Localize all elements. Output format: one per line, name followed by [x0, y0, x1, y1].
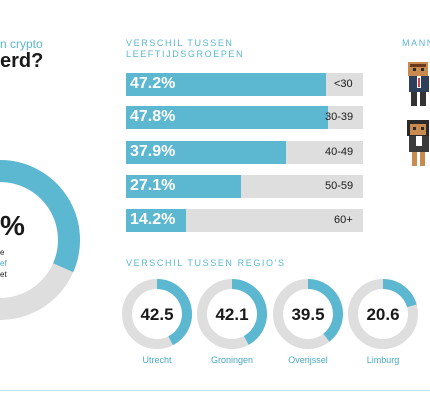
age-bar-category: 50-59	[325, 180, 354, 192]
region-gauge: 42.5 Utrecht	[122, 279, 192, 365]
age-bar-category: 40-49	[325, 146, 354, 158]
age-section-title-line-1: VERSCHIL TUSSEN	[126, 38, 234, 48]
region-gauge-value: 20.6	[366, 305, 399, 324]
main-donut-value: %	[0, 210, 25, 241]
main-donut-chart	[0, 160, 80, 320]
age-bar-value: 47.8%	[130, 108, 176, 125]
age-bar	[126, 73, 326, 96]
question-title: erd?	[0, 50, 44, 72]
region-gauge-arc	[307, 279, 343, 342]
bottom-divider	[0, 390, 430, 391]
age-bar	[126, 106, 328, 129]
region-gauge: 39.5 Overijssel	[273, 279, 343, 365]
woman-figure-icon	[407, 120, 429, 166]
region-gauge-arc	[156, 279, 192, 346]
region-gauge-value: 39.5	[291, 305, 324, 324]
region-gauge-label: Groningen	[211, 355, 253, 365]
age-bar-value: 47.2%	[130, 75, 176, 92]
region-section-title: VERSCHIL TUSSEN REGIO'S	[126, 258, 286, 268]
age-bar-row: 37.9% 40-49	[126, 141, 363, 164]
age-bar-category: <30	[334, 78, 353, 90]
age-bar	[126, 141, 286, 164]
region-gauge: 42.1 Groningen	[197, 279, 267, 365]
region-gauge-label: Limburg	[367, 355, 400, 365]
age-bar	[126, 209, 186, 232]
region-gauge-label: Utrecht	[142, 355, 172, 365]
age-bar	[126, 175, 241, 198]
age-bar-row: 14.2% 60+	[126, 209, 363, 232]
age-bar-row: 47.2% <30	[126, 73, 363, 96]
region-gauge-arc	[231, 279, 267, 345]
region-gauge: 20.6 Limburg	[348, 279, 418, 365]
main-donut-caption-2: ef	[0, 259, 7, 268]
main-donut-caption-1: e	[0, 248, 5, 257]
age-bar-value: 27.1%	[130, 177, 176, 194]
region-gauge-value: 42.1	[215, 305, 248, 324]
age-bar-row: 47.8% 30-39	[126, 106, 363, 129]
region-gauge-label: Overijssel	[288, 355, 328, 365]
age-bar-row: 27.1% 50-59	[126, 175, 363, 198]
age-section-title-line-2: LEEFTIJDSGROEPEN	[126, 49, 245, 59]
gender-section-title: MANN	[402, 38, 430, 48]
region-gauge-arc	[382, 279, 417, 308]
intro-text: n crypto	[0, 37, 43, 51]
age-bar-category: 30-39	[325, 111, 354, 123]
age-bar-category: 60+	[334, 214, 353, 226]
main-donut-caption-3: et	[0, 270, 7, 279]
region-gauge-value: 42.5	[140, 305, 173, 324]
main-donut-arc	[0, 160, 80, 273]
age-bar-value: 37.9%	[130, 143, 176, 160]
age-bar-value: 14.2%	[130, 211, 176, 228]
man-figure-icon	[408, 62, 429, 106]
region-gauges: 42.5 Utrecht 42.1 Groningen 39.5 Overijssel 20…	[122, 279, 418, 365]
